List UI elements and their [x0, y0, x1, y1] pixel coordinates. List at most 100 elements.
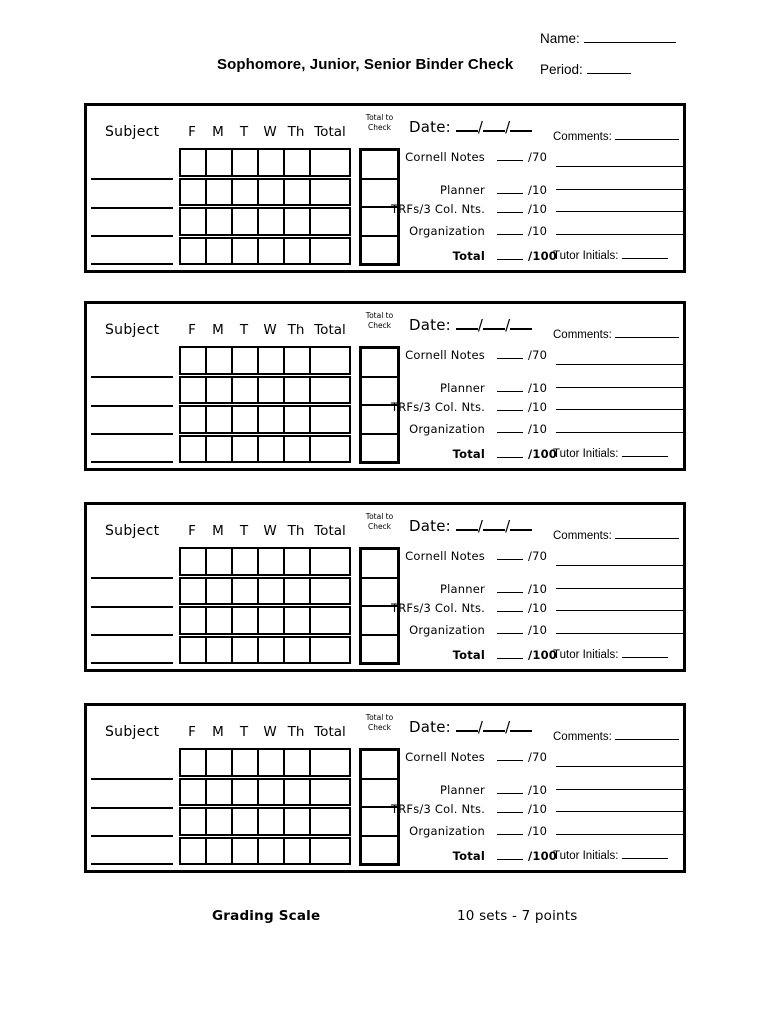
day-header-wednesday: W — [263, 322, 277, 338]
day-grid-row — [179, 576, 351, 605]
day-header-monday: M — [212, 322, 224, 338]
day-check-grid — [179, 148, 351, 265]
total-to-check-cell — [362, 177, 397, 207]
comment-blank-line — [556, 387, 683, 388]
comment-blank-line — [556, 166, 683, 167]
tutor-initials-label: Tutor Initials: — [553, 649, 619, 661]
day-header-tuesday: T — [239, 724, 249, 740]
day-grid-total-cell — [311, 839, 349, 864]
total-label: Total — [452, 249, 485, 263]
day-grid-cell — [233, 209, 259, 234]
date-year-blank — [510, 517, 533, 531]
day-grid-cell — [181, 838, 207, 863]
day-header-total: Total — [314, 322, 346, 338]
score-row-cornell-notes: Cornell Notes /70 — [373, 750, 547, 764]
total-to-check-header: Total to Check — [351, 713, 408, 733]
date-year-blank — [510, 118, 533, 132]
comment-blank-line — [556, 766, 683, 767]
day-grid-total-cell — [311, 549, 349, 574]
day-grid-cell — [181, 209, 207, 234]
tutor-initials-row: Tutor Initials: — [553, 847, 668, 862]
score-label: Cornell Notes — [405, 348, 485, 362]
day-grid-cell — [181, 637, 207, 662]
subject-column-header: Subject — [105, 523, 160, 539]
day-grid-cell — [207, 209, 233, 234]
tutor-initials-label: Tutor Initials: — [553, 448, 619, 460]
day-grid-cell — [285, 779, 311, 804]
day-grid-cell — [259, 637, 285, 662]
score-max: /70 — [528, 549, 548, 563]
day-grid-total-cell — [311, 608, 349, 633]
day-grid-row — [179, 836, 351, 865]
day-grid-row — [179, 177, 351, 206]
comment-blank-line — [556, 633, 683, 634]
day-grid-cell — [233, 348, 259, 373]
name-label: Name: — [540, 31, 580, 46]
day-grid-total-cell — [311, 750, 349, 775]
day-grid-row — [179, 207, 351, 236]
day-grid-cell — [259, 608, 285, 633]
score-max: /10 — [528, 783, 548, 797]
day-grid-cell — [285, 578, 311, 603]
day-header-friday: F — [188, 523, 196, 539]
score-label: Planner — [440, 183, 485, 197]
total-label: Total — [452, 447, 485, 461]
total-to-check-cell — [362, 206, 397, 235]
subject-blank-line — [91, 634, 173, 636]
score-label: Planner — [440, 582, 485, 596]
date-day-blank — [483, 118, 506, 132]
day-header-thursday: Th — [287, 322, 305, 338]
day-grid-total-cell — [311, 437, 349, 462]
date-label: Date: — [409, 316, 451, 334]
score-max: /10 — [528, 183, 548, 197]
day-grid-cell — [207, 179, 233, 204]
day-grid-cell — [207, 348, 233, 373]
score-max: /70 — [528, 750, 548, 764]
day-grid-cell — [181, 238, 207, 263]
day-grid-cell — [207, 838, 233, 863]
score-label: Organization — [409, 422, 485, 436]
day-grid-cell — [233, 608, 259, 633]
day-header-monday: M — [212, 523, 224, 539]
date-label: Date: — [409, 118, 451, 136]
day-grid-cell — [233, 578, 259, 603]
score-max: /10 — [528, 400, 548, 414]
score-row-total: Total /100 — [373, 447, 557, 461]
day-header-wednesday: W — [263, 523, 277, 539]
tutor-initials-blank-line — [621, 646, 668, 658]
tutor-initials-blank-line — [621, 445, 668, 457]
day-check-grid — [179, 346, 351, 463]
date-row: Date: / / — [409, 316, 533, 334]
day-grid-cell — [259, 750, 285, 775]
score-blank-line — [497, 183, 523, 194]
score-blank-line — [497, 381, 523, 392]
tutor-initials-blank-line — [621, 847, 668, 859]
score-row-organization: Organization /10 — [373, 824, 547, 838]
day-grid-cell — [285, 608, 311, 633]
day-grid-cell — [233, 179, 259, 204]
day-grid-cell — [181, 377, 207, 402]
day-grid-row — [179, 777, 351, 806]
score-label: Planner — [440, 381, 485, 395]
day-header-total: Total — [314, 724, 346, 740]
score-blank-line — [497, 783, 523, 794]
total-to-check-column — [359, 148, 400, 266]
day-grid-cell — [207, 578, 233, 603]
day-grid-cell — [181, 779, 207, 804]
day-header-thursday: Th — [287, 523, 305, 539]
subject-blank-line — [91, 863, 173, 865]
score-label: TRFs/3 Col. Nts. — [391, 400, 485, 414]
day-header-total: Total — [314, 124, 346, 140]
subject-column-header: Subject — [105, 724, 160, 740]
tutor-initials-row: Tutor Initials: — [553, 646, 668, 661]
day-grid-cell — [233, 407, 259, 432]
day-grid-cell — [285, 436, 311, 461]
total-to-check-line2: Check — [367, 723, 392, 733]
day-grid-cell — [259, 809, 285, 834]
score-blank-line — [497, 549, 523, 560]
score-blank-line — [497, 601, 523, 612]
page-title: Sophomore, Junior, Senior Binder Check — [217, 56, 514, 73]
total-max: /100 — [528, 648, 558, 662]
subject-blank-line — [91, 235, 173, 237]
day-header-wednesday: W — [263, 124, 277, 140]
